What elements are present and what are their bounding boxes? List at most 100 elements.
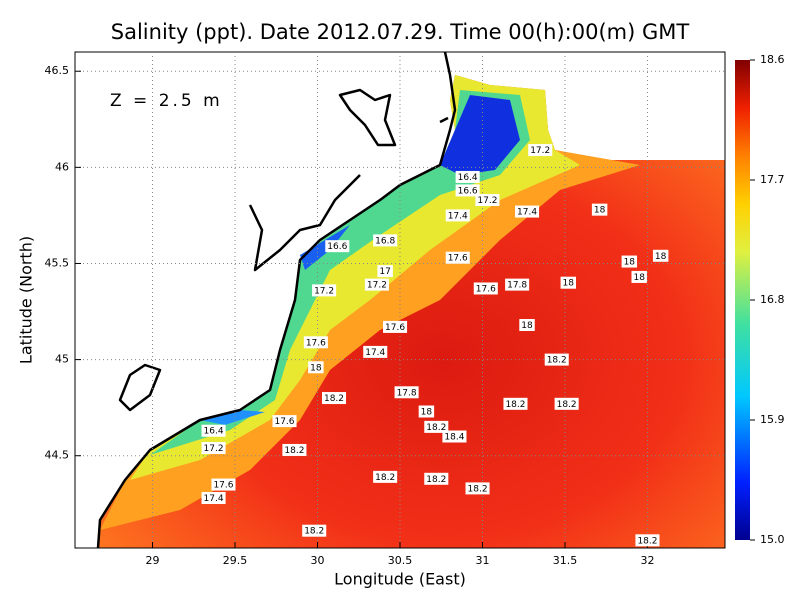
- contour-label-box: [201, 492, 226, 505]
- sea-blue: [200, 410, 265, 425]
- y-tick-label: 45.5: [45, 256, 70, 269]
- contour-label-box: [455, 184, 480, 197]
- sea-blue: [300, 225, 350, 270]
- contour-label-box: [554, 397, 579, 410]
- contour-label-box: [201, 424, 226, 437]
- contour-label-box: [211, 478, 236, 491]
- contour-label-box: [308, 361, 324, 374]
- contour-label: 18.2: [426, 423, 446, 433]
- contour-label-box: [442, 430, 467, 443]
- y-tick-label: 45: [55, 353, 69, 366]
- contour-label-box: [424, 472, 449, 485]
- contour-label-box: [635, 534, 660, 547]
- contour-label: 17.2: [477, 196, 497, 206]
- contour-label: 17.8: [397, 388, 417, 398]
- contour-label: 18: [594, 206, 606, 216]
- contour-label-box: [652, 249, 669, 262]
- contour-label-box: [321, 392, 347, 405]
- contour-label: 17.6: [213, 481, 233, 491]
- contour-label: 18: [421, 408, 433, 418]
- x-tick-label: 29: [146, 554, 160, 567]
- contour-label: 18: [310, 363, 322, 373]
- contour-label-box: [473, 282, 498, 295]
- coastline: [96, 51, 457, 549]
- contour-label-box: [303, 336, 328, 349]
- contour-label-box: [505, 278, 530, 291]
- contour-label: 18.2: [557, 400, 577, 410]
- contour-label: 18.2: [304, 527, 324, 537]
- contour-label-box: [373, 234, 398, 247]
- contour-label: 18.4: [444, 432, 464, 442]
- contour-label-box: [418, 405, 435, 418]
- contour-label-box: [515, 205, 540, 218]
- colorbar: [735, 60, 750, 540]
- y-tick-label: 44.5: [45, 449, 70, 462]
- contour-label-box: [519, 318, 535, 331]
- contour-label: 18: [563, 279, 575, 289]
- sea-green: [150, 90, 530, 455]
- contour-label: 17.2: [314, 286, 334, 296]
- contour-label: 17.4: [204, 494, 224, 504]
- x-axis-label: Longitude (East): [334, 570, 466, 589]
- contour-label-box: [272, 415, 297, 428]
- contour-label: 17.6: [448, 254, 468, 264]
- x-tick-label: 32: [640, 554, 654, 567]
- contour-label-box: [631, 270, 647, 283]
- contour-label-box: [364, 278, 389, 291]
- colorbar-tick-label: 17.7: [760, 173, 785, 186]
- contour-label-box: [528, 144, 553, 157]
- contour-label: 16.6: [458, 186, 478, 196]
- depth-annotation: Z = 2.5 m: [110, 91, 223, 111]
- contour-label: 17.6: [385, 323, 405, 333]
- contour-label: 17: [379, 267, 390, 277]
- contour-label-box: [394, 386, 419, 399]
- contour-label: 17.4: [365, 348, 385, 358]
- contour-label: 18.2: [468, 484, 488, 494]
- coastline: [338, 88, 397, 147]
- contour-label-box: [560, 276, 577, 289]
- contour-label-box: [363, 345, 388, 358]
- contour-label: 17.4: [517, 208, 537, 218]
- x-tick-label: 30.5: [388, 554, 413, 567]
- contour-label-box: [201, 442, 226, 455]
- colorbar-tick-label: 16.8: [760, 293, 785, 306]
- contour-label: 18: [655, 252, 667, 262]
- x-tick-label: 31.5: [553, 554, 578, 567]
- contour-label-box: [621, 255, 638, 268]
- contour-label-box: [445, 209, 470, 222]
- contour-label: 18: [633, 273, 645, 283]
- colorbar-tick-label: 18.6: [760, 53, 785, 66]
- contour-label-box: [475, 194, 500, 207]
- contour-label: 17.2: [204, 444, 224, 454]
- contour-label-box: [312, 284, 337, 297]
- coastline: [118, 363, 162, 412]
- contour-label-box: [373, 470, 398, 483]
- x-tick-label: 31: [475, 554, 489, 567]
- coastline: [248, 174, 361, 272]
- contour-label-box: [424, 420, 449, 433]
- colorbar-tick-label: 15.0: [760, 533, 785, 546]
- sea-blue: [440, 95, 520, 175]
- x-tick-label: 30: [311, 554, 325, 567]
- chart-title: Salinity (ppt). Date 2012.07.29. Time 00…: [111, 20, 690, 44]
- contour-label: 18.2: [547, 356, 567, 366]
- contour-label: 17.2: [530, 146, 550, 156]
- contour-label-box: [455, 170, 480, 183]
- coastline: [439, 116, 449, 124]
- contour-label: 18.2: [426, 475, 446, 485]
- contour-label: 18.2: [324, 394, 344, 404]
- contour-label-box: [302, 524, 327, 537]
- contour-label: 17.4: [448, 211, 468, 221]
- contour-label-box: [591, 203, 608, 216]
- contour-label: 16.6: [327, 242, 347, 252]
- contour-label: 18.2: [375, 473, 395, 483]
- contour-label: 17.6: [476, 284, 496, 294]
- contour-label: 18: [521, 321, 533, 331]
- x-tick-label: 29.5: [223, 554, 248, 567]
- contour-label: 16.4: [204, 427, 224, 437]
- contour-label: 17.2: [367, 281, 387, 291]
- y-tick-label: 46: [55, 160, 69, 173]
- contour-label-box: [325, 240, 350, 253]
- contour-label-box: [383, 320, 408, 333]
